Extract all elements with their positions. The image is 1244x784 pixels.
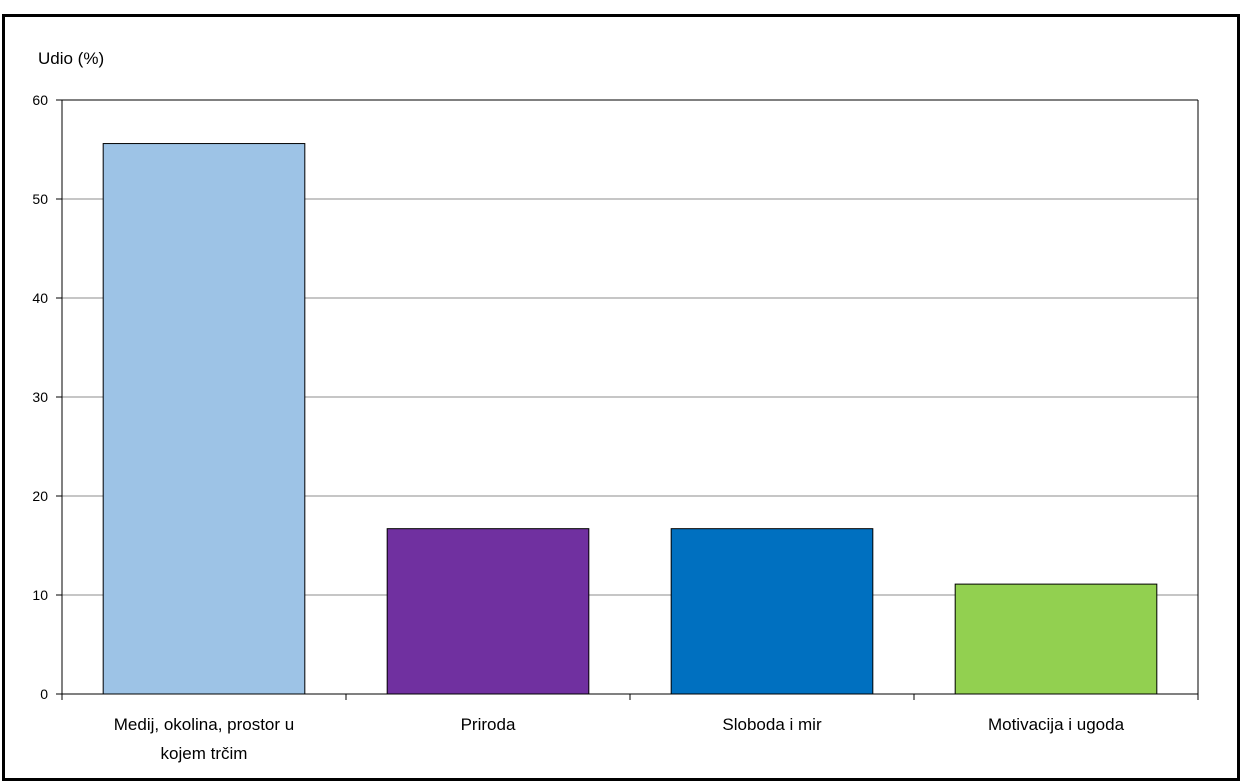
y-tick-label-50: 50 xyxy=(32,191,48,207)
y-tick-labels: 0 10 20 30 40 50 60 xyxy=(32,92,48,702)
category-label-4: Motivacija i ugoda xyxy=(988,715,1125,734)
category-label-1: Medij, okolina, prostor u kojem trčim xyxy=(114,715,294,763)
y-tick-label-0: 0 xyxy=(40,686,48,702)
bar-3 xyxy=(670,528,874,695)
y-tick-label-60: 60 xyxy=(32,92,48,108)
axes xyxy=(56,99,1199,700)
bar-1 xyxy=(102,143,306,695)
y-tick-label-40: 40 xyxy=(32,290,48,306)
category-label-3: Sloboda i mir xyxy=(722,715,822,734)
category-labels: Medij, okolina, prostor u kojem trčim Prir… xyxy=(114,715,1125,763)
y-tick-label-10: 10 xyxy=(32,587,48,603)
category-label-2: Priroda xyxy=(461,715,516,734)
y-tick-label-30: 30 xyxy=(32,389,48,405)
bar-4 xyxy=(954,583,1158,695)
bars xyxy=(102,143,1158,695)
bar-2 xyxy=(386,528,590,695)
y-axis-label: Udio (%) xyxy=(38,49,104,68)
y-tick-label-20: 20 xyxy=(32,488,48,504)
